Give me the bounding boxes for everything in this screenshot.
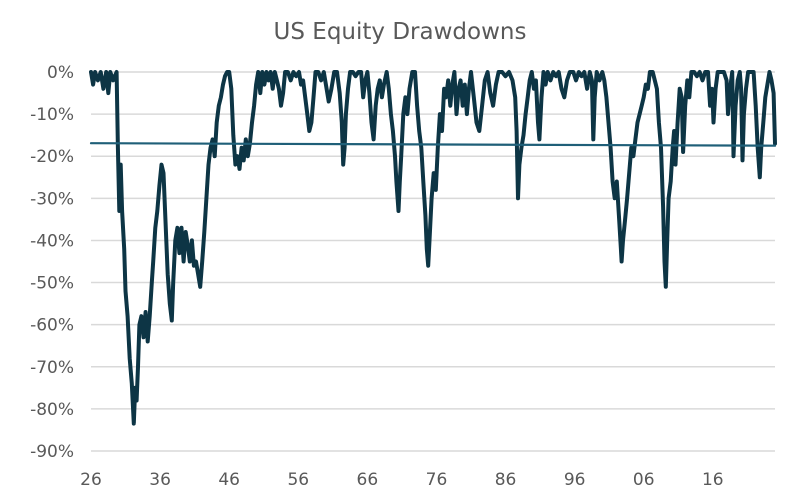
y-axis-ticks: 0% -10% -20% -30% -40% -50% -60% -70% -80% -90% <box>30 63 74 462</box>
x-tick-label: 06 <box>633 470 655 490</box>
x-tick-label: 26 <box>80 470 102 490</box>
x-tick-label: 46 <box>218 470 240 490</box>
x-tick-label: 66 <box>357 470 379 490</box>
y-tick-label: -20% <box>30 147 74 167</box>
y-tick-label: -30% <box>30 189 74 209</box>
y-tick-label: -70% <box>30 358 74 378</box>
series-group <box>89 70 777 426</box>
x-tick-label: 96 <box>564 470 586 490</box>
x-tick-label: 86 <box>495 470 517 490</box>
chart-title: US Equity Drawdowns <box>274 19 527 45</box>
y-tick-label: -10% <box>30 105 74 125</box>
y-tick-label: 0% <box>47 63 74 83</box>
x-tick-label: 16 <box>702 470 724 490</box>
x-tick-label: 36 <box>149 470 171 490</box>
y-tick-label: -50% <box>30 274 74 294</box>
drawdown-series-line <box>89 70 777 426</box>
y-tick-label: -80% <box>30 400 74 420</box>
average-drawdown-line <box>89 142 777 147</box>
y-tick-label: -90% <box>30 442 74 462</box>
y-tick-label: -40% <box>30 231 74 251</box>
x-axis-ticks: 26 36 46 56 66 76 86 96 06 16 <box>80 470 723 490</box>
x-tick-label: 76 <box>426 470 448 490</box>
y-tick-label: -60% <box>30 316 74 336</box>
x-tick-label: 56 <box>287 470 309 490</box>
